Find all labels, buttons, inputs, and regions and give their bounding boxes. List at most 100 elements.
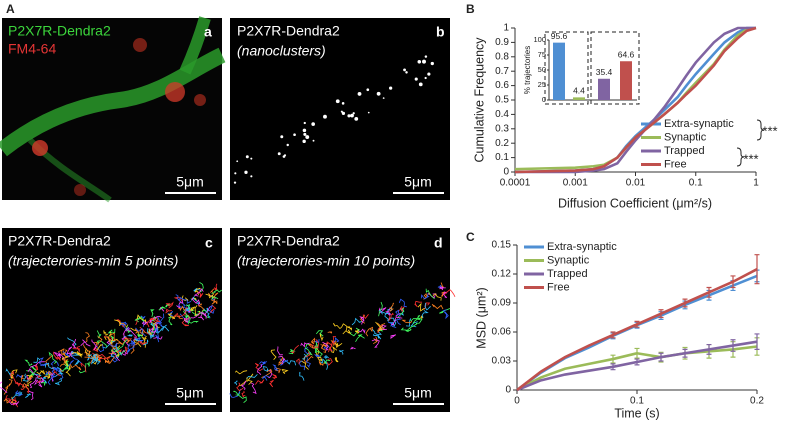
trajectory [432, 293, 442, 301]
trajectory [275, 367, 281, 374]
y-tick-label: 0 [542, 95, 546, 104]
trajectory [82, 344, 91, 355]
nanocluster [367, 111, 370, 114]
trajectory [48, 351, 58, 364]
image-letter: d [434, 235, 443, 251]
nanocluster [417, 60, 422, 64]
trajectory [439, 286, 446, 291]
trajectory [110, 335, 115, 342]
scale-label: 5μm [404, 385, 432, 401]
trajectory [440, 291, 445, 297]
nanocluster [403, 68, 406, 72]
trajectory [5, 394, 12, 403]
trajectory [168, 316, 173, 326]
image-text: P2X7R-Dendra2 [237, 23, 340, 39]
trajectory [22, 373, 30, 382]
trajectory [290, 344, 299, 354]
y-tick-label: 0.15 [492, 240, 512, 251]
bar [620, 61, 632, 100]
trajectory [313, 347, 321, 358]
nanocluster [302, 139, 306, 144]
trajectory [208, 304, 215, 314]
trajectory [175, 294, 186, 306]
trajectory [130, 327, 144, 336]
trajectory [193, 288, 204, 297]
trajectory [36, 370, 46, 375]
trajectory [155, 333, 160, 343]
trajectory [424, 302, 431, 311]
image-text: P2X7R-Dendra2 [237, 233, 340, 249]
trajectory [378, 324, 387, 331]
image-d: P2X7R-Dendra2 (trajecterories-min 10 poi… [229, 228, 456, 412]
nanocluster [283, 154, 287, 157]
image-letter: a [204, 24, 212, 40]
nanocluster [430, 61, 434, 66]
nanocluster [341, 111, 346, 115]
trajectory [151, 315, 157, 322]
error-bar [706, 343, 712, 355]
nanocluster [305, 135, 310, 139]
trajectory [94, 336, 103, 346]
trajectory [372, 336, 378, 345]
trajectory [115, 339, 128, 352]
trajectory [388, 312, 395, 322]
trajectory [173, 310, 187, 318]
trajectory [110, 350, 120, 362]
error-bar [634, 347, 640, 359]
nanocluster [234, 172, 237, 175]
trajectory [312, 338, 320, 349]
trajectory [103, 330, 109, 336]
trajectory [24, 359, 33, 366]
trajectory [197, 291, 204, 298]
scale-label: 5μm [176, 385, 204, 401]
trajectory [153, 321, 159, 333]
spot [74, 184, 86, 196]
trajectory [149, 326, 156, 336]
trajectory [379, 310, 390, 315]
y-tick-label: 75 [538, 50, 546, 59]
error-bar [610, 354, 616, 364]
trajectory [158, 306, 166, 311]
nanocluster [280, 135, 284, 139]
nanocluster [405, 71, 408, 74]
trajectory [208, 288, 215, 298]
trajectory [102, 340, 115, 349]
trajectory [28, 390, 34, 401]
trajectory [420, 293, 430, 300]
trajectory [314, 338, 320, 344]
trajectory [320, 344, 326, 353]
trajectory [326, 358, 333, 366]
x-axis-title: Time (s) [614, 406, 659, 420]
trajectory [182, 311, 191, 325]
trajectory [140, 315, 146, 327]
error-bar [754, 333, 760, 350]
trajectory [42, 375, 48, 384]
trajectory [389, 302, 395, 312]
trajectory [183, 317, 189, 324]
trajectory [410, 318, 420, 324]
trajectory [133, 337, 142, 348]
trajectory [296, 358, 300, 365]
x-tick-label: 1 [753, 178, 759, 189]
trajectory [405, 323, 417, 333]
bar [598, 78, 610, 100]
trajectory [420, 315, 423, 319]
trajectory [330, 346, 338, 354]
bar [553, 42, 565, 100]
trajectory [397, 307, 405, 319]
trajectory [442, 291, 448, 299]
y-tick-label: 0.6 [495, 80, 509, 91]
trajectory [71, 350, 80, 355]
trajectory [323, 355, 329, 360]
trajectory [213, 292, 219, 303]
nanocluster [427, 72, 431, 76]
inset-box [590, 31, 640, 105]
trajectory [165, 303, 171, 308]
trajectory [47, 375, 55, 386]
trajectory [421, 310, 429, 318]
nanocluster [414, 77, 418, 81]
x-tick-label: 0.001 [563, 178, 588, 189]
y-tick-label: 0.1 [495, 152, 509, 163]
trajectory [423, 302, 431, 310]
trajectory [139, 326, 152, 337]
